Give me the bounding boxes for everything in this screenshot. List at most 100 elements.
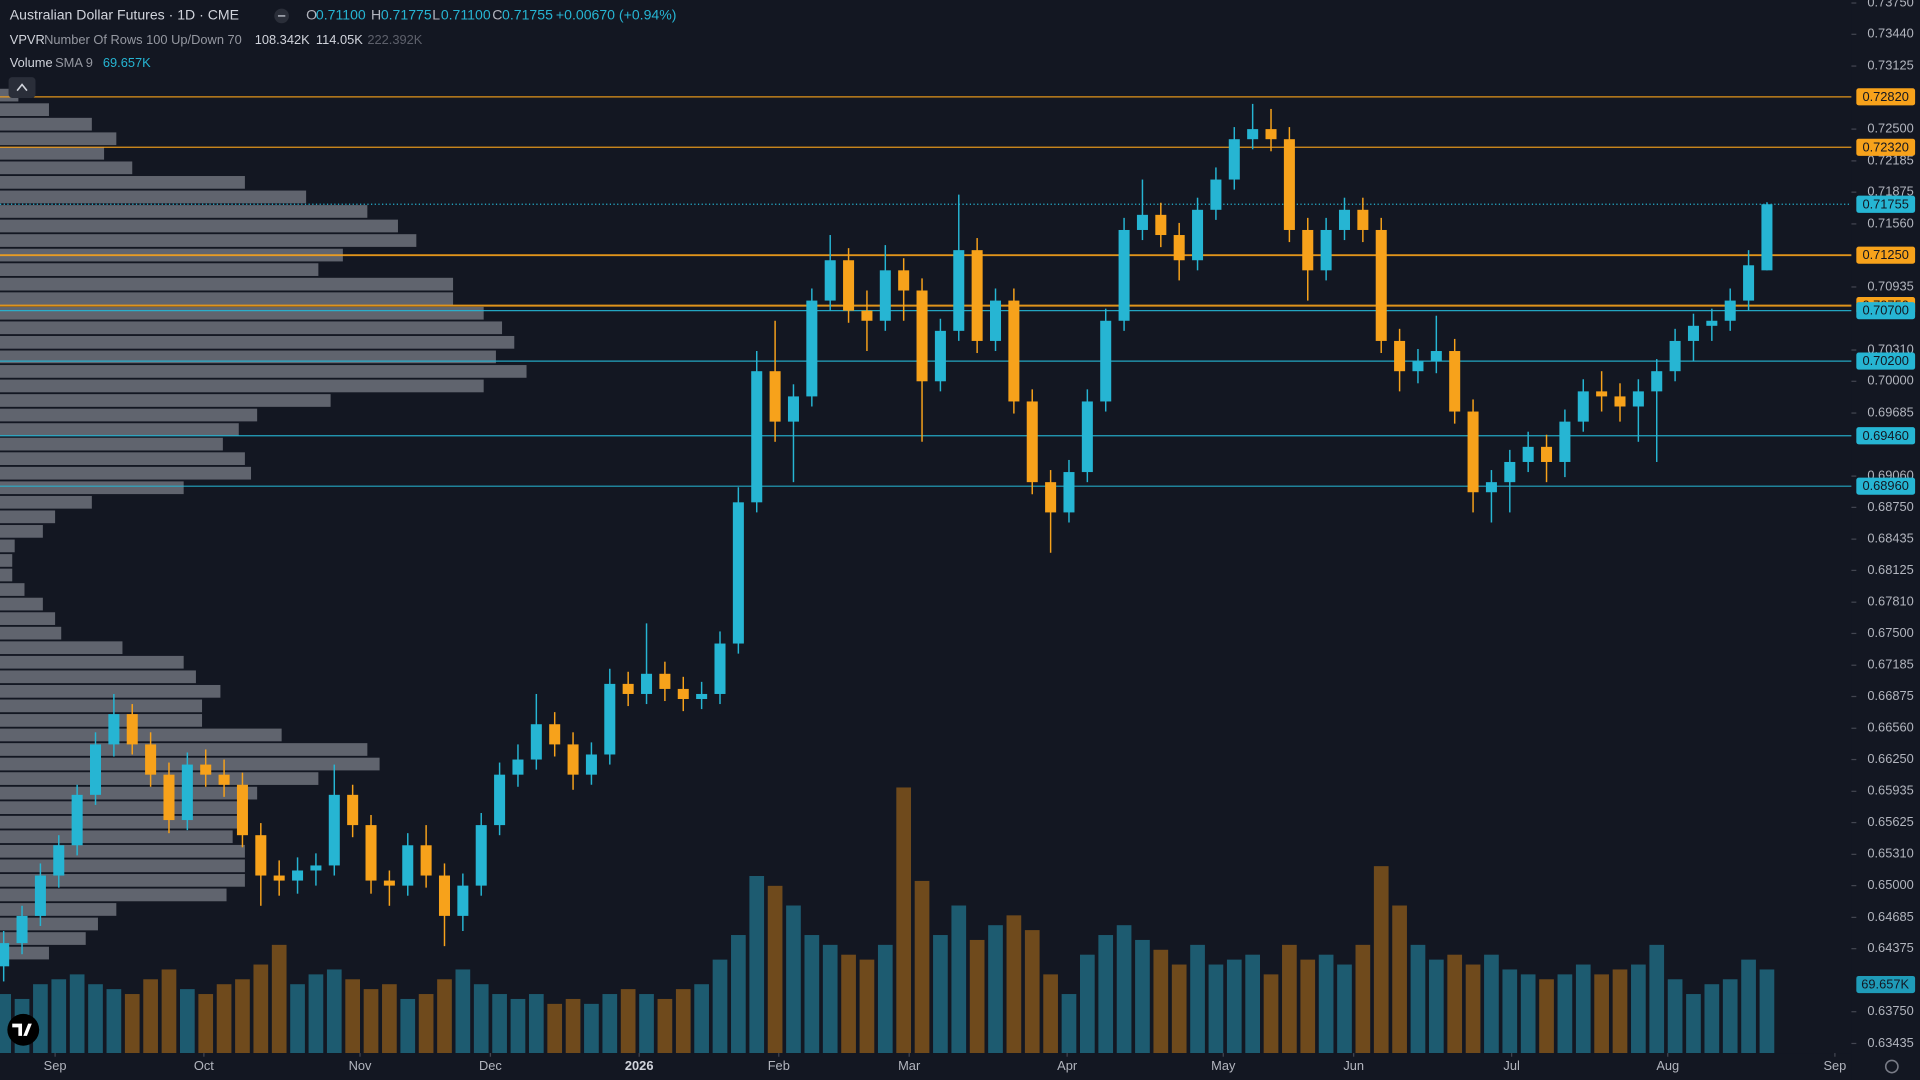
candle-body <box>1541 446 1553 462</box>
volume-bar <box>1484 954 1499 1054</box>
price-axis: 0.73750 0.73440 0.73125 0.72500 0.72185 0.718… <box>1851 0 1920 1080</box>
volume-bar <box>1667 979 1683 1054</box>
volume-bar <box>437 979 452 1054</box>
candle-body <box>163 774 175 821</box>
candle-body <box>971 250 983 341</box>
volume-bar <box>33 984 48 1054</box>
volume-bar <box>859 959 875 1054</box>
volume-bar <box>510 998 526 1054</box>
profile-bar <box>0 714 203 727</box>
profile-bar <box>0 423 239 436</box>
candle-body <box>751 371 763 503</box>
volume-bar <box>1226 959 1242 1054</box>
volume-bar <box>1686 994 1701 1054</box>
profile-bar <box>0 350 496 364</box>
candle-body <box>824 260 836 301</box>
last-price-bg <box>1856 195 1916 213</box>
volume-bar <box>492 994 507 1054</box>
volume-bar <box>1704 984 1720 1054</box>
level-label-bg <box>1856 352 1916 370</box>
volume-bar <box>308 974 324 1054</box>
profile-bar <box>0 103 49 117</box>
volume-bar <box>602 994 618 1054</box>
y-tick-label: 0.72500 <box>1867 121 1913 136</box>
profile-bar <box>0 786 258 800</box>
volume-bar <box>1300 959 1316 1054</box>
volume-bar <box>1741 959 1756 1054</box>
profile-bar <box>0 874 245 887</box>
volume-bar <box>216 984 232 1054</box>
profile-bar <box>0 365 527 378</box>
volume-bar <box>1428 959 1444 1054</box>
candle-body <box>1338 209 1350 230</box>
candle-body <box>420 845 432 876</box>
volume-bar <box>400 998 416 1054</box>
volume-bar <box>841 954 856 1054</box>
x-tick-label: Jun <box>1343 1058 1364 1073</box>
candle-body <box>898 270 910 291</box>
volume-bar <box>235 979 250 1054</box>
candle-body <box>34 875 46 916</box>
profile-bar <box>0 146 105 160</box>
profile-bar <box>0 612 56 625</box>
level-label-bg <box>1856 427 1916 445</box>
volume-bar <box>657 998 673 1054</box>
profile-bar <box>0 277 454 291</box>
candle-body <box>677 688 689 700</box>
ohlc-key: H <box>371 7 381 23</box>
candle-body <box>1669 340 1681 372</box>
volume-bar <box>767 885 783 1054</box>
level-label: 0.70700 <box>1862 303 1908 318</box>
volume-bar <box>473 984 489 1054</box>
candle-body <box>1302 229 1314 271</box>
volume-bar <box>988 925 1003 1054</box>
plot-area <box>0 88 1852 1054</box>
ohlc-value: 0.71100 <box>316 7 366 23</box>
volume-bar <box>896 787 912 1054</box>
candle-body <box>1485 482 1497 493</box>
volume-bar <box>1575 964 1591 1054</box>
profile-bar <box>0 641 123 655</box>
volume-bar <box>253 964 269 1054</box>
volume-bar <box>877 944 893 1054</box>
candle-body <box>990 300 1002 341</box>
y-tick-label: 0.66250 <box>1867 751 1913 766</box>
profile-bar <box>0 394 331 407</box>
level-label-bg <box>1856 88 1916 106</box>
volume-bar <box>1024 930 1040 1054</box>
settings-button[interactable] <box>1884 1059 1899 1074</box>
volume-bar <box>694 984 709 1054</box>
symbol-title: Australian Dollar Futures · 1D · CME <box>10 7 239 23</box>
y-tick-label: 0.73125 <box>1867 57 1913 72</box>
settings-icon[interactable] <box>1884 1059 1899 1074</box>
y-tick-label: 0.66560 <box>1867 720 1913 735</box>
volume-bar <box>1759 969 1775 1054</box>
volume-bar <box>528 994 544 1054</box>
candle-body <box>90 744 102 795</box>
profile-bar <box>0 132 117 146</box>
x-tick-label: 2026 <box>625 1058 654 1073</box>
candle-body <box>1320 229 1332 271</box>
volume-bar <box>933 935 948 1054</box>
volume-bar <box>1153 949 1169 1054</box>
profile-bar <box>0 176 245 189</box>
candle-body <box>236 784 248 836</box>
volume-bar <box>1392 905 1407 1054</box>
candle-body <box>383 880 395 886</box>
profile-bar <box>0 888 227 902</box>
candle-body <box>126 714 138 745</box>
level-label: 0.71250 <box>1862 247 1908 262</box>
profile-bar <box>0 263 319 276</box>
collapse-button[interactable] <box>8 77 36 98</box>
volume-bar <box>1245 954 1260 1054</box>
profile-bar <box>0 437 223 451</box>
x-tick-label: May <box>1211 1058 1236 1073</box>
volume-bar <box>1410 944 1426 1054</box>
candle-body <box>108 714 120 745</box>
candle-body <box>1449 351 1461 412</box>
y-tick-label: 0.65310 <box>1867 846 1913 861</box>
volume-bar <box>382 984 397 1054</box>
level-label: 0.70200 <box>1862 353 1908 368</box>
candle-body <box>1504 461 1516 483</box>
candle-body <box>1412 361 1424 372</box>
